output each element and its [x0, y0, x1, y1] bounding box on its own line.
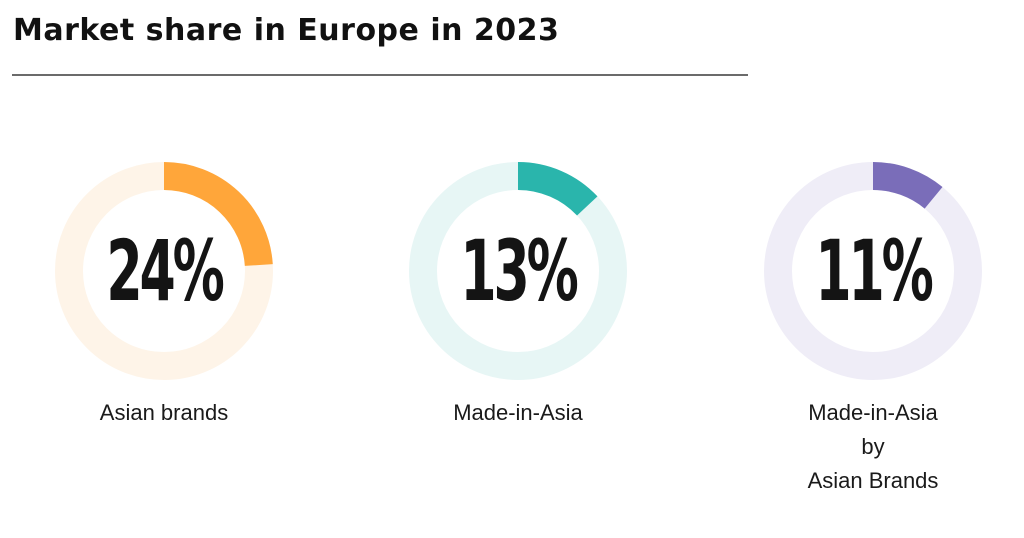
donut-asian-brands: 24%: [44, 151, 284, 391]
donut-slice-made-in-asia-by-asian-brands: [872, 162, 943, 209]
donut-chart-asian-brands: [55, 162, 273, 380]
title-divider: [12, 74, 748, 76]
value-label-asian-brands: 24%: [106, 222, 224, 320]
caption-line: by: [861, 434, 885, 459]
caption-asian-brands: Asian brands: [34, 396, 294, 430]
caption-line: Asian brands: [99, 400, 229, 425]
donut-chart-made-in-asia-by-asian-brands: [764, 162, 982, 380]
donut-made-in-asia: 13%: [398, 151, 638, 391]
donut-slice-made-in-asia: [517, 162, 598, 216]
caption-line: Made-in-Asia: [808, 400, 938, 425]
caption-made-in-asia-by-asian-brands: Made-in-Asia by Asian Brands: [743, 396, 1003, 498]
caption-line: Asian Brands: [807, 468, 939, 493]
donut-made-in-asia-by-asian-brands: 11%: [753, 151, 993, 391]
donut-slice-asian-brands: [163, 162, 273, 267]
caption-made-in-asia: Made-in-Asia: [388, 396, 648, 430]
value-label-made-in-asia-by-asian-brands: 11%: [815, 222, 933, 320]
donut-chart-made-in-asia: [409, 162, 627, 380]
caption-line: Made-in-Asia: [453, 400, 583, 425]
value-label-made-in-asia: 13%: [460, 222, 578, 320]
page-title: Market share in Europe in 2023: [13, 13, 560, 48]
